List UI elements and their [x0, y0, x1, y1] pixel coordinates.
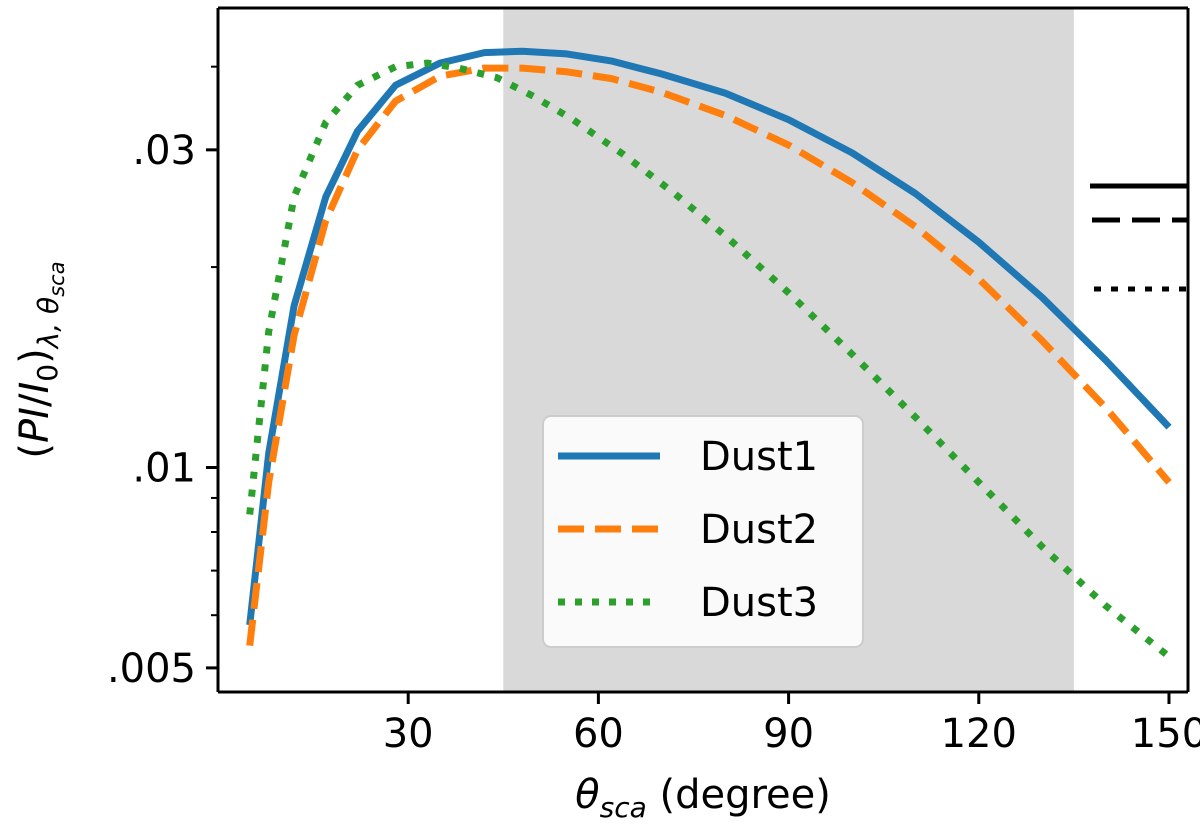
y-label-close: ) [12, 348, 58, 364]
y-label-i-sub: 0 [31, 364, 64, 382]
y-tick-label: .03 [132, 128, 196, 174]
legend-label-dust2: Dust2 [700, 507, 818, 553]
series-line-dust1 [246, 47, 1172, 626]
y-axis-label: (PI/I0)λ, θsca [12, 261, 69, 458]
y-tick-label: .005 [107, 646, 196, 692]
legend-label-dust1: Dust1 [700, 434, 818, 480]
y-label-open: ( [12, 443, 58, 459]
x-tick-label-60: 60 [573, 711, 624, 757]
legend-label-dust3: Dust3 [700, 580, 818, 626]
y-label-slash: / [12, 393, 58, 407]
x-tick-label-150: 150 [1131, 711, 1200, 757]
y-label-main: PI [12, 407, 58, 443]
x-tick-label-90: 90 [763, 711, 814, 757]
x-tick-label-120: 120 [941, 711, 1017, 757]
x-tick-label-30: 30 [383, 711, 434, 757]
y-label-i: I [12, 382, 58, 394]
partial-style-markers [1090, 183, 1188, 292]
x-axis-label: θsca (degree) [575, 772, 831, 824]
legend-box [542, 415, 864, 648]
series-line-dust2 [246, 64, 1172, 647]
x-axis-label-symbol: θ [575, 772, 599, 818]
y-tick-label: .01 [132, 445, 196, 491]
x-axis-label-subscript: sca [600, 791, 647, 824]
x-axis-label-unit: (degree) [647, 772, 831, 818]
legend: Dust1 Dust2 Dust3 [542, 415, 864, 648]
series-line-dust3 [246, 59, 1172, 660]
y-label-sub: λ, θ [32, 297, 65, 351]
y-label-subsub: sca [45, 261, 69, 296]
